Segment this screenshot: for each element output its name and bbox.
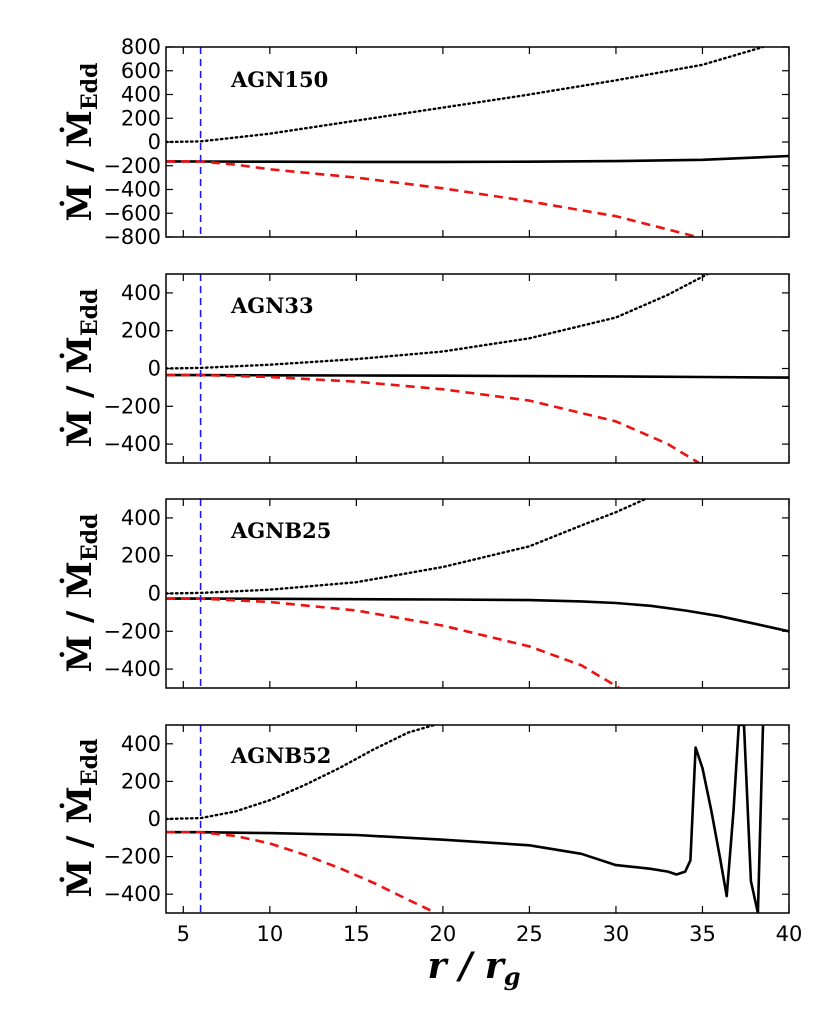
x-tick-label: 35 [689, 922, 716, 946]
y-tick-label: −400 [103, 882, 161, 906]
y-tick-label: 200 [121, 544, 161, 568]
panel-title: AGNB25 [230, 518, 331, 543]
series-group-1 [166, 274, 789, 463]
series-net [166, 725, 765, 913]
y-ticks: −400 −200 0 200 400 [103, 506, 789, 681]
y-tick-label: −200 [103, 394, 161, 418]
series-net [166, 154, 789, 164]
x-ticks [182, 47, 790, 237]
x-ticks: 5 10 15 20 25 30 35 40 [177, 725, 803, 946]
series-net [166, 373, 789, 379]
series-inflow [166, 597, 621, 688]
y-axis-label: Ṁ / ṀEdd [59, 739, 103, 898]
x-tick-label: 20 [430, 922, 457, 946]
y-tick-label: −600 [103, 201, 161, 225]
x-tick-label: 5 [177, 922, 190, 946]
y-tick-label: 600 [121, 59, 161, 83]
y-tick-label: −800 [103, 225, 161, 249]
y-tick-label: 0 [148, 357, 161, 381]
x-ticks [182, 274, 790, 463]
y-tick-label: 0 [148, 807, 161, 831]
series-outflow [166, 274, 709, 370]
x-tick-label: 10 [256, 922, 283, 946]
panel-agnb52: −400 −200 0 200 400 5 10 15 20 25 30 35 40 AGNB52 Ṁ… [59, 724, 803, 946]
y-tick-label: 400 [121, 732, 161, 756]
y-axis-label: Ṁ / ṀEdd [59, 514, 103, 673]
y-tick-label: −200 [103, 154, 161, 178]
series-group-3 [166, 725, 765, 913]
series-net [166, 597, 789, 633]
series-inflow [166, 373, 700, 463]
series-outflow [166, 725, 436, 821]
y-axis-label: Ṁ / ṀEdd [59, 63, 103, 222]
y-tick-label: 0 [148, 582, 161, 606]
series-inflow [166, 160, 698, 237]
series-inflow [166, 830, 437, 913]
y-tick-label: 200 [121, 106, 161, 130]
y-tick-label: −200 [103, 845, 161, 869]
panel-title: AGNB52 [230, 743, 331, 768]
y-tick-label: −400 [103, 657, 161, 681]
panel-agnb25: −400 −200 0 200 400 AGNB25 Ṁ / ṀEdd [59, 498, 790, 689]
y-tick-label: 200 [121, 319, 161, 343]
x-axis-label: r / rg [428, 945, 521, 991]
series-outflow [166, 47, 765, 144]
y-tick-label: 800 [121, 35, 161, 59]
series-outflow [166, 499, 647, 595]
y-ticks: −400 −200 0 200 400 [103, 732, 789, 906]
x-tick-label: 40 [776, 922, 803, 946]
y-ticks: −400 −200 0 200 400 [103, 281, 789, 456]
y-tick-label: −200 [103, 619, 161, 643]
y-tick-label: 0 [148, 130, 161, 154]
series-group-2 [166, 499, 789, 688]
y-tick-label: 400 [121, 506, 161, 530]
x-tick-label: 25 [516, 922, 543, 946]
y-tick-label: 400 [121, 281, 161, 305]
series-group-0 [166, 47, 789, 237]
y-axis-label: Ṁ / ṀEdd [59, 289, 103, 448]
x-ticks [182, 499, 790, 688]
x-tick-label: 30 [603, 922, 630, 946]
y-tick-label: 400 [121, 83, 161, 107]
panel-agn33: −400 −200 0 200 400 AGN33 Ṁ / ṀEdd [59, 273, 790, 464]
y-tick-label: −400 [103, 432, 161, 456]
x-tick-label: 15 [343, 922, 370, 946]
panel-title: AGN33 [230, 293, 314, 318]
y-tick-label: −400 [103, 178, 161, 202]
y-tick-label: 200 [121, 769, 161, 793]
panel-title: AGN150 [230, 67, 328, 92]
